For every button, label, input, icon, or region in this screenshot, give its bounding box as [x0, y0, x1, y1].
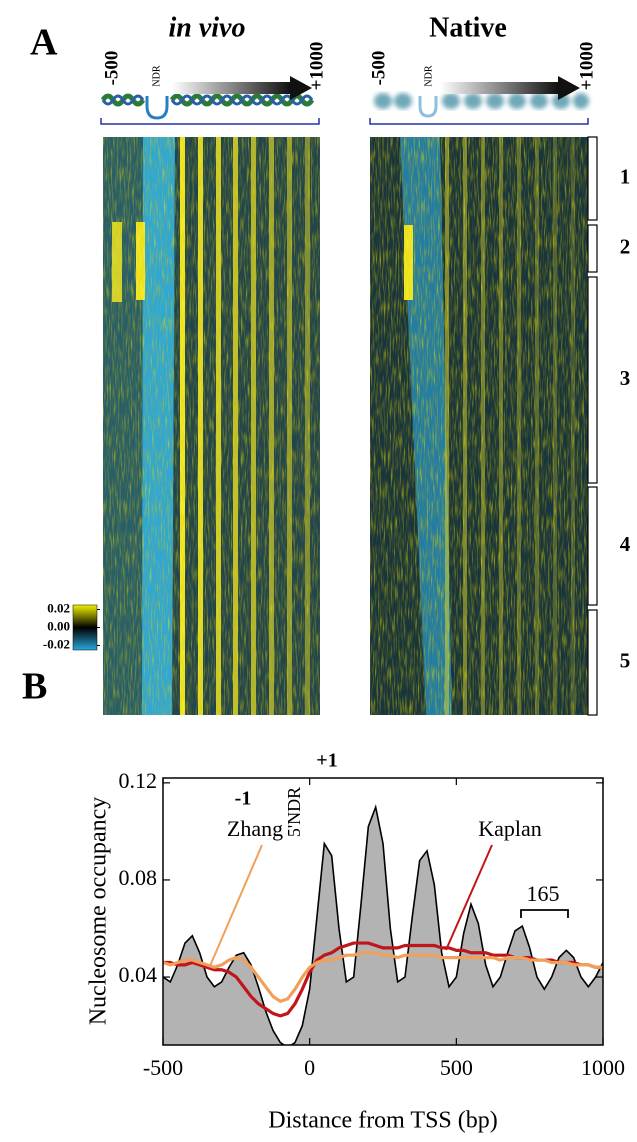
colorbar — [72, 604, 98, 651]
x-tick-label: 500 — [440, 1055, 473, 1080]
axis-end-label: +1000 — [576, 42, 597, 91]
schematic — [369, 76, 589, 125]
line — [163, 951, 603, 1003]
ndr-label: NDR — [151, 65, 162, 86]
colorbar-tick-label: 0.00 — [47, 618, 70, 633]
heatmap — [103, 137, 320, 715]
panel-label: A — [30, 22, 58, 64]
y-tick-label: 0.12 — [119, 768, 158, 793]
area-outline — [163, 804, 603, 1045]
axis-start-label: -500 — [101, 51, 122, 86]
line — [163, 941, 603, 1018]
panel-label: B — [22, 666, 47, 708]
y-tick-label: 0.04 — [119, 962, 158, 987]
cluster-bracket — [587, 609, 598, 716]
heatmap — [370, 137, 588, 715]
annotation: -1 — [235, 788, 252, 810]
cluster-bracket — [587, 486, 598, 606]
annotations: +1 -1 5'NDR 165 Zhang Kaplan — [209, 750, 569, 967]
area-fill — [163, 807, 603, 1045]
cluster-bracket — [587, 276, 598, 484]
axis-start-label: -500 — [368, 51, 389, 86]
cluster-label: 3 — [620, 366, 631, 390]
annotation: +1 — [316, 750, 337, 772]
plot-frame — [162, 777, 604, 1046]
ndr-label: NDR — [423, 65, 434, 86]
spacing-bracket — [520, 909, 569, 918]
cluster-label: 1 — [620, 164, 631, 188]
heatmap-title: Native — [429, 12, 507, 43]
annotation: 165 — [527, 881, 560, 906]
series-label: Zhang — [227, 816, 283, 841]
colorbar-tick-label: 0.02 — [47, 600, 70, 615]
axis-end-label: +1000 — [306, 42, 327, 91]
x-axis-label: Distance from TSS (bp) — [268, 1108, 498, 1134]
series-label: Kaplan — [478, 816, 542, 841]
cluster-label: 2 — [620, 234, 631, 258]
heatmap-title: in vivo — [169, 12, 246, 43]
y-axis-label: Nucleosome occupancy — [86, 797, 112, 1026]
schematic — [100, 76, 320, 125]
x-tick-label: -500 — [143, 1055, 183, 1080]
y-tick-label: 0.08 — [119, 865, 158, 890]
leader-line — [209, 844, 263, 967]
colorbar-tick-label: -0.02 — [43, 636, 70, 651]
cluster-bracket — [587, 224, 598, 273]
x-tick-label: 1000 — [581, 1055, 625, 1080]
cluster-label: 5 — [620, 648, 631, 672]
x-tick-label: 0 — [304, 1055, 315, 1080]
cluster-bracket — [587, 136, 598, 221]
annotation: 5'NDR — [284, 787, 304, 837]
plot-area — [163, 804, 603, 1045]
leader-line — [445, 844, 493, 951]
cluster-label: 4 — [620, 532, 631, 556]
